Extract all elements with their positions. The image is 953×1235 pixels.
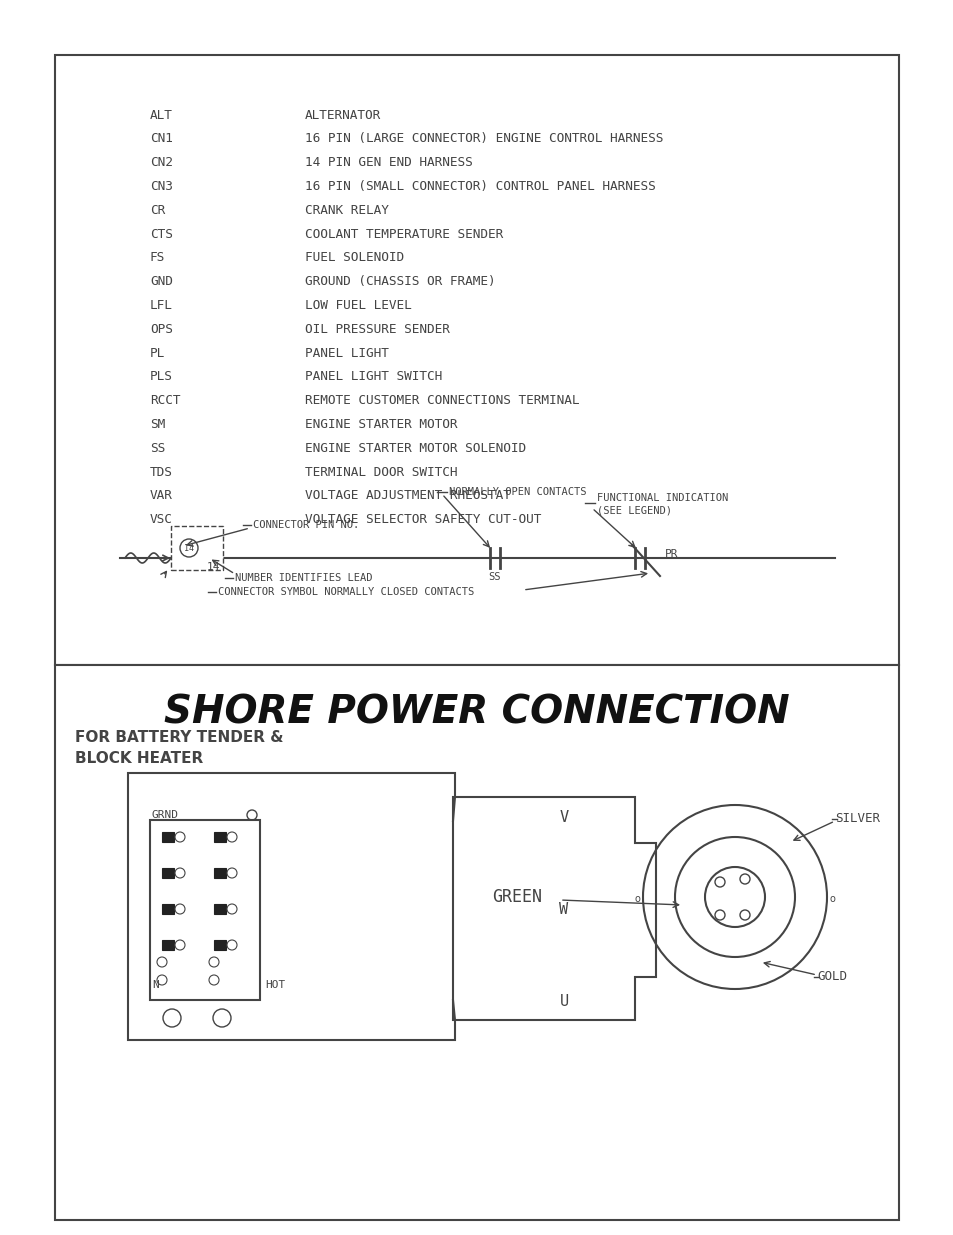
Text: CRANK RELAY: CRANK RELAY	[305, 204, 389, 216]
Text: CN2: CN2	[150, 156, 172, 169]
Text: 14 PIN GEN END HARNESS: 14 PIN GEN END HARNESS	[305, 156, 473, 169]
Text: REMOTE CUSTOMER CONNECTIONS TERMINAL: REMOTE CUSTOMER CONNECTIONS TERMINAL	[305, 394, 578, 408]
Bar	[162, 832, 173, 842]
Text: LOW FUEL LEVEL: LOW FUEL LEVEL	[305, 299, 412, 312]
Text: o: o	[829, 894, 835, 904]
Text: o: o	[635, 894, 640, 904]
Text: FUNCTIONAL INDICATION: FUNCTIONAL INDICATION	[597, 493, 727, 503]
Bar	[162, 904, 173, 914]
Text: LFL: LFL	[150, 299, 172, 312]
Text: VSC: VSC	[150, 513, 172, 526]
Text: GREEN: GREEN	[492, 888, 541, 906]
Text: PLS: PLS	[150, 370, 172, 383]
Text: PR: PR	[664, 550, 678, 559]
Bar	[213, 868, 226, 878]
Bar	[171, 526, 223, 571]
Text: SM: SM	[150, 417, 165, 431]
Text: CR: CR	[150, 204, 165, 216]
Text: CTS: CTS	[150, 227, 172, 241]
Bar	[162, 868, 173, 878]
Text: TERMINAL DOOR SWITCH: TERMINAL DOOR SWITCH	[305, 466, 457, 478]
Text: 16 PIN (SMALL CONNECTOR) CONTROL PANEL HARNESS: 16 PIN (SMALL CONNECTOR) CONTROL PANEL H…	[305, 180, 655, 193]
Text: RCCT: RCCT	[150, 394, 180, 408]
Text: VOLTAGE ADJUSTMENT RHEOSTAT: VOLTAGE ADJUSTMENT RHEOSTAT	[305, 489, 511, 503]
Bar	[213, 904, 226, 914]
Text: W: W	[558, 903, 568, 918]
Text: CN3: CN3	[150, 180, 172, 193]
Text: OIL PRESSURE SENDER: OIL PRESSURE SENDER	[305, 322, 450, 336]
Text: SHORE POWER CONNECTION: SHORE POWER CONNECTION	[164, 693, 789, 731]
Text: CN1: CN1	[150, 132, 172, 146]
Text: PANEL LIGHT: PANEL LIGHT	[305, 347, 389, 359]
Text: CONNECTOR PIN NO.: CONNECTOR PIN NO.	[253, 520, 359, 530]
Bar	[128, 773, 455, 1040]
Bar	[213, 940, 226, 950]
Text: HOT: HOT	[265, 981, 285, 990]
Text: PANEL LIGHT SWITCH: PANEL LIGHT SWITCH	[305, 370, 442, 383]
Text: 14: 14	[184, 543, 193, 552]
Text: U: U	[558, 994, 568, 1009]
Text: GND: GND	[150, 275, 172, 288]
Text: ALT: ALT	[150, 109, 172, 121]
Bar	[55, 664, 898, 1220]
Text: V: V	[558, 809, 568, 825]
Text: COOLANT TEMPERATURE SENDER: COOLANT TEMPERATURE SENDER	[305, 227, 503, 241]
Text: FUEL SOLENOID: FUEL SOLENOID	[305, 251, 404, 264]
Text: ENGINE STARTER MOTOR: ENGINE STARTER MOTOR	[305, 417, 457, 431]
Bar	[162, 940, 173, 950]
Text: (SEE LEGEND): (SEE LEGEND)	[597, 505, 671, 515]
Text: SS: SS	[150, 442, 165, 454]
Text: OPS: OPS	[150, 322, 172, 336]
Text: 16 PIN (LARGE CONNECTOR) ENGINE CONTROL HARNESS: 16 PIN (LARGE CONNECTOR) ENGINE CONTROL …	[305, 132, 662, 146]
Bar	[55, 56, 898, 664]
Text: ENGINE STARTER MOTOR SOLENOID: ENGINE STARTER MOTOR SOLENOID	[305, 442, 525, 454]
Text: TDS: TDS	[150, 466, 172, 478]
Text: ALTERNATOR: ALTERNATOR	[305, 109, 381, 121]
Text: GOLD: GOLD	[816, 971, 846, 983]
Polygon shape	[453, 797, 656, 1020]
Text: FS: FS	[150, 251, 165, 264]
Text: SILVER: SILVER	[834, 813, 879, 825]
Text: PL: PL	[150, 347, 165, 359]
Bar	[150, 820, 260, 1000]
Text: VOLTAGE SELECTOR SAFETY CUT-OUT: VOLTAGE SELECTOR SAFETY CUT-OUT	[305, 513, 540, 526]
Text: SS: SS	[488, 572, 500, 582]
Text: FOR BATTERY TENDER &
BLOCK HEATER: FOR BATTERY TENDER & BLOCK HEATER	[75, 730, 283, 766]
Text: NORMALLY OPEN CONTACTS: NORMALLY OPEN CONTACTS	[449, 487, 586, 496]
Text: GROUND (CHASSIS OR FRAME): GROUND (CHASSIS OR FRAME)	[305, 275, 496, 288]
Text: NUMBER IDENTIFIES LEAD: NUMBER IDENTIFIES LEAD	[234, 573, 372, 583]
Bar	[213, 832, 226, 842]
Text: GRND: GRND	[152, 810, 179, 820]
Text: VAR: VAR	[150, 489, 172, 503]
Text: 14: 14	[207, 562, 220, 572]
Text: N: N	[152, 981, 158, 990]
Text: CONNECTOR SYMBOL NORMALLY CLOSED CONTACTS: CONNECTOR SYMBOL NORMALLY CLOSED CONTACT…	[218, 587, 474, 597]
